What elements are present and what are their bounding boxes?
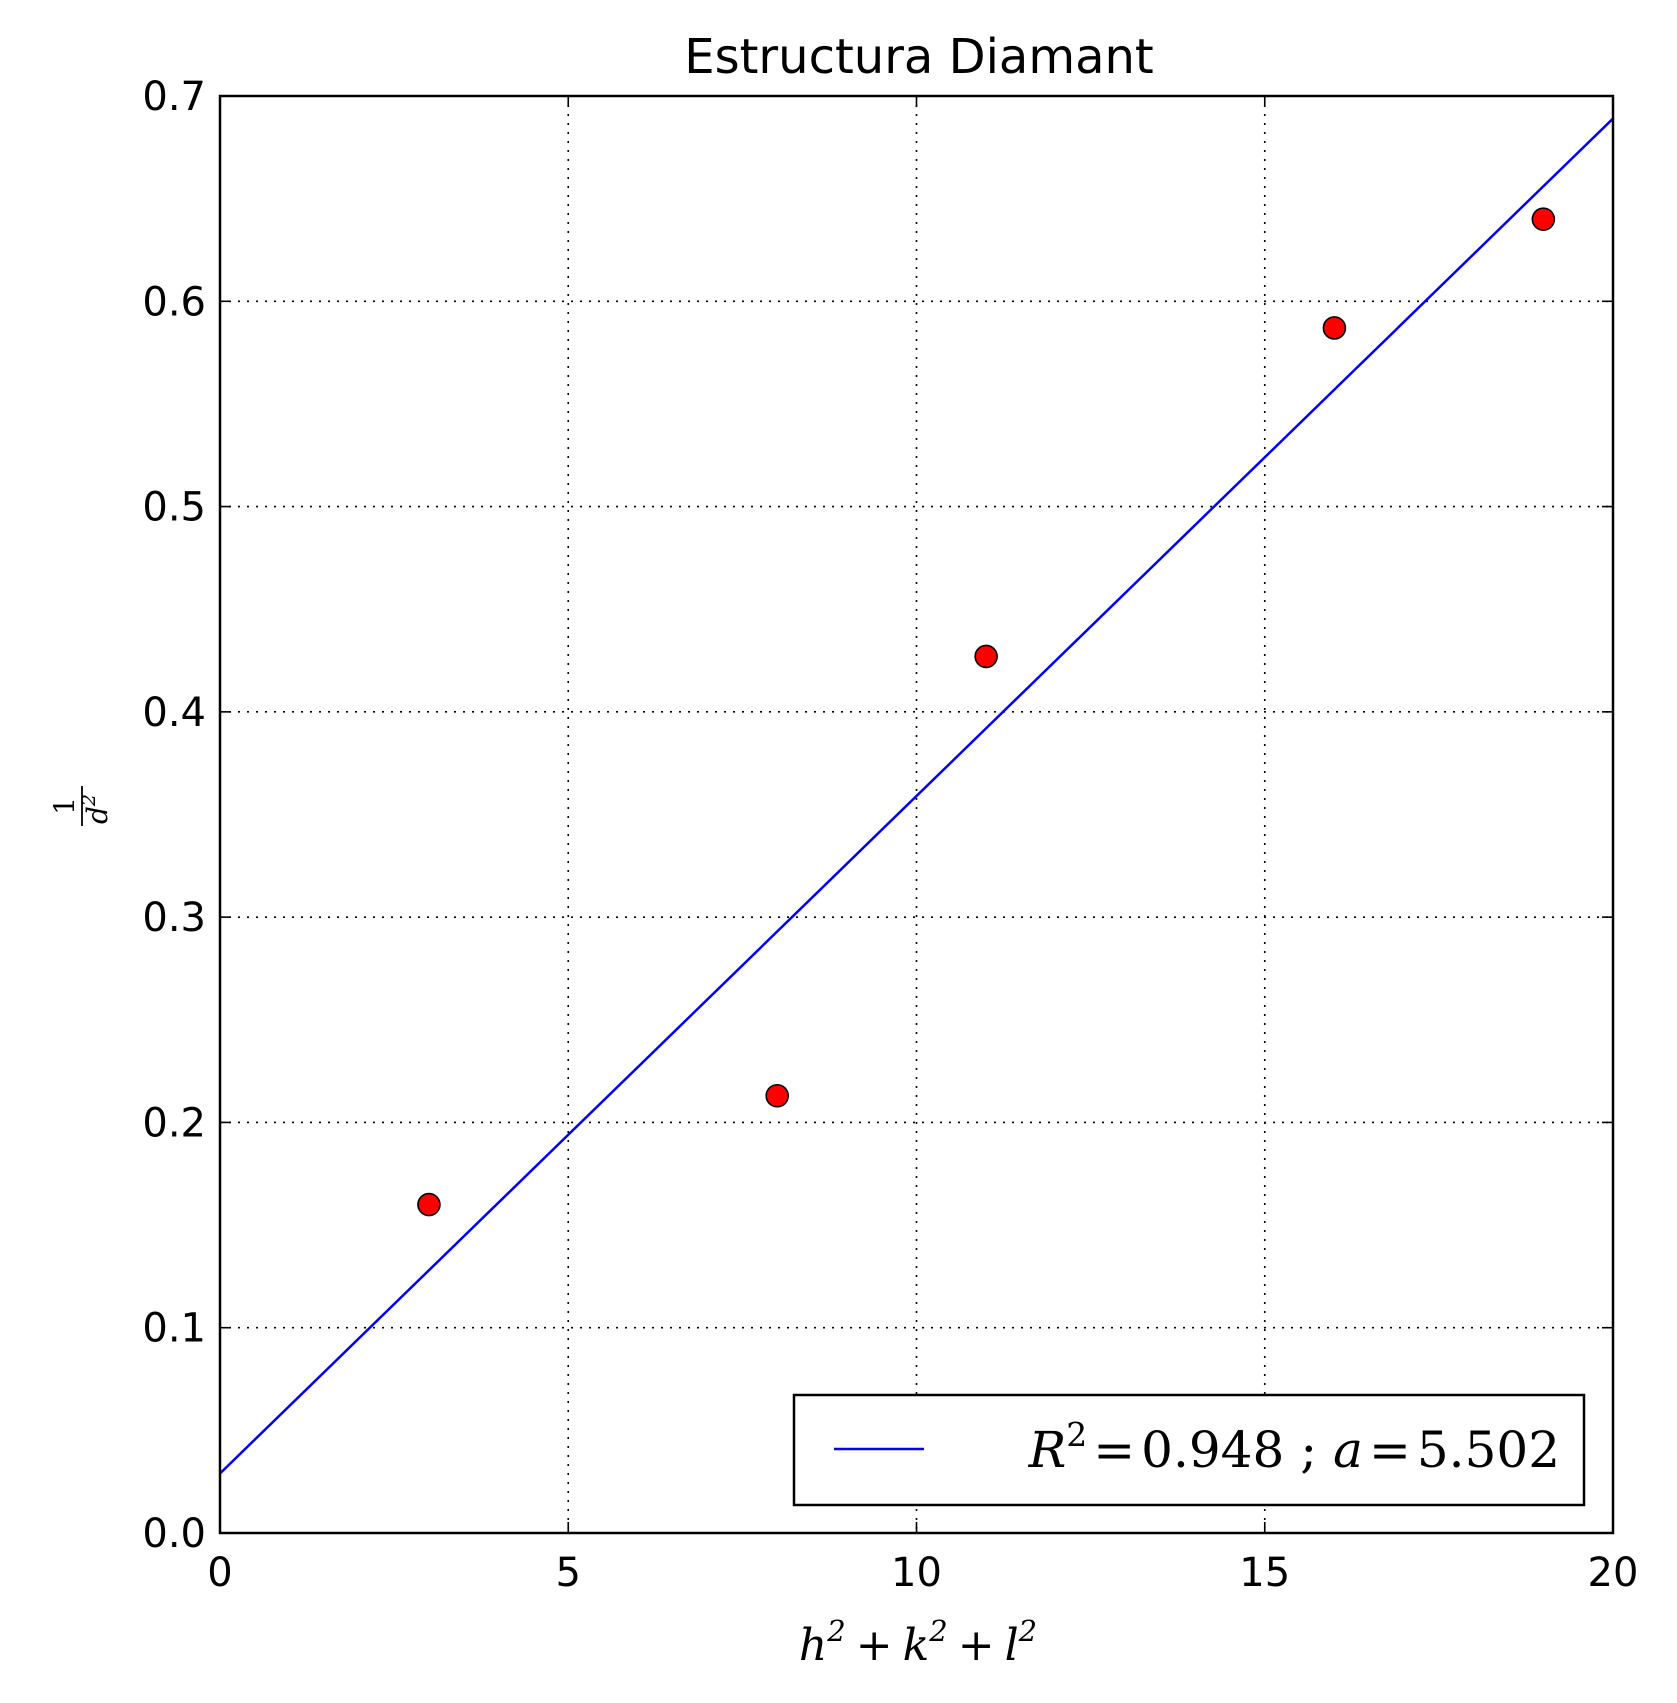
- y-tick-label: 0.4: [142, 690, 206, 736]
- y-axis-label: 1 d2: [48, 786, 114, 826]
- fit-line: [219, 117, 1614, 1475]
- y-label-d: d: [81, 806, 114, 824]
- x-label-h: h: [799, 1620, 827, 1671]
- ticks: [219, 95, 1614, 1534]
- grid: [220, 96, 1613, 1533]
- legend-a: a: [1333, 1421, 1363, 1479]
- legend-r: R: [1028, 1421, 1067, 1479]
- legend-box: [792, 1393, 1586, 1507]
- x-axis-label: h2 + k2 + l2: [799, 1614, 1037, 1671]
- y-label-numerator: 1: [48, 797, 81, 815]
- x-tick-label: 10: [891, 1550, 942, 1596]
- y-label-denominator: d2: [78, 794, 114, 824]
- legend-r2-value: 0.948: [1141, 1421, 1284, 1479]
- data-point: [1322, 316, 1347, 340]
- legend: R2 = 0.948; a = 5.502: [792, 1393, 1586, 1507]
- x-tick-labels: 0 5 10 15 20: [207, 1550, 1638, 1596]
- data-points: [417, 207, 1556, 1217]
- y-tick-labels: 0.0 0.1 0.2 0.3 0.4 0.5 0.6 0.7: [142, 74, 206, 1557]
- y-tick-label: 0.1: [142, 1306, 206, 1352]
- legend-a-value: 5.502: [1417, 1421, 1560, 1479]
- y-label-exp: 2: [78, 794, 100, 807]
- x-label-exp-2: 2: [928, 1614, 947, 1648]
- x-tick-label: 0: [207, 1550, 232, 1596]
- x-label-l: l: [1005, 1620, 1019, 1671]
- x-tick-label: 15: [1239, 1550, 1290, 1596]
- x-label-exp-1: 2: [826, 1614, 845, 1648]
- legend-label: R2 = 0.948; a = 5.502: [1028, 1415, 1560, 1479]
- data-point: [765, 1083, 790, 1108]
- legend-eq-1: =: [1093, 1421, 1135, 1479]
- y-tick-label: 0.3: [142, 895, 206, 941]
- x-tick-label: 20: [1588, 1550, 1639, 1596]
- y-tick-label: 0.5: [142, 485, 206, 531]
- data-point: [417, 1192, 441, 1217]
- y-tick-label: 0.0: [142, 1511, 206, 1557]
- y-tick-label: 0.2: [142, 1100, 206, 1146]
- plot-frame: [218, 94, 1615, 1535]
- y-tick-label: 0.7: [142, 74, 206, 120]
- y-tick-label: 0.6: [142, 279, 206, 325]
- chart-title: Estructura Diamant: [684, 29, 1153, 85]
- fit-line-layer: [219, 117, 1614, 1475]
- legend-r-exp: 2: [1066, 1415, 1087, 1454]
- x-label-exp-3: 2: [1018, 1614, 1037, 1648]
- x-label-plus-2: +: [958, 1620, 995, 1671]
- data-point: [974, 644, 998, 669]
- legend-eq-2: =: [1369, 1421, 1411, 1479]
- x-label-plus-1: +: [856, 1620, 893, 1671]
- x-label-k: k: [903, 1620, 930, 1671]
- data-point: [1531, 207, 1556, 231]
- legend-sep: ;: [1300, 1421, 1317, 1479]
- x-tick-label: 5: [556, 1550, 581, 1596]
